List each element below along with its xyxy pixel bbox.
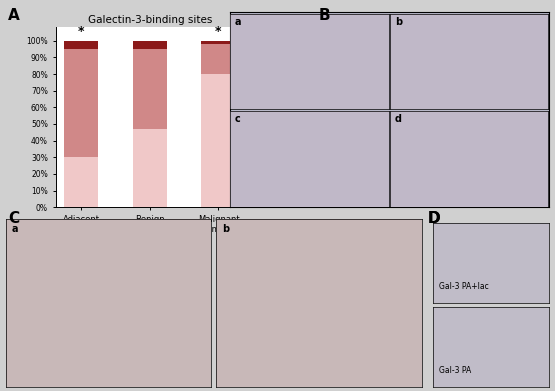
- Bar: [133, 49, 167, 129]
- Text: Gal-3 PA+lac: Gal-3 PA+lac: [439, 282, 488, 291]
- Text: a: a: [12, 224, 18, 234]
- Text: D: D: [427, 211, 440, 226]
- Text: a: a: [235, 16, 241, 27]
- Bar: [133, 129, 167, 207]
- Bar: [201, 44, 236, 74]
- Text: B: B: [319, 8, 331, 23]
- Bar: [133, 41, 167, 49]
- Title: Galectin-3-binding sites: Galectin-3-binding sites: [88, 15, 212, 25]
- Text: *: *: [215, 25, 221, 38]
- Bar: [201, 41, 236, 44]
- Text: b: b: [395, 16, 402, 27]
- Text: A: A: [8, 8, 20, 23]
- Legend: 3+, 2+, 1+: 3+, 2+, 1+: [252, 96, 282, 138]
- Text: b: b: [223, 224, 230, 234]
- Text: C: C: [8, 211, 19, 226]
- Text: c: c: [235, 114, 241, 124]
- Text: d: d: [395, 114, 402, 124]
- Bar: [64, 157, 98, 207]
- Bar: [201, 74, 236, 207]
- Text: Gal-3 PA: Gal-3 PA: [439, 366, 471, 375]
- Text: D: D: [427, 211, 440, 226]
- Text: *: *: [78, 25, 84, 38]
- Bar: [64, 41, 98, 49]
- Bar: [64, 49, 98, 157]
